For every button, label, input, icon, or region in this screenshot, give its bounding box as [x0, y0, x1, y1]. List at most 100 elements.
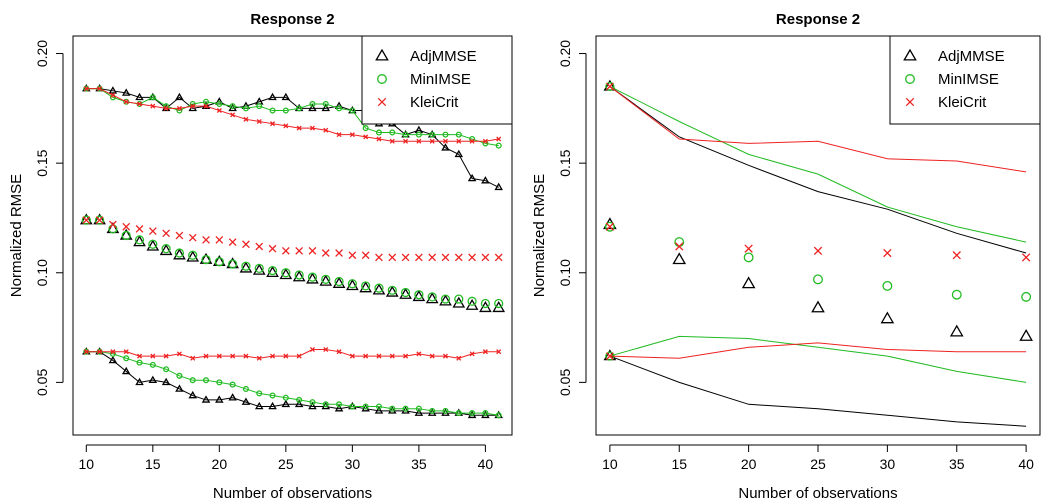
- panel-1-upper-kleicrit-point: [176, 105, 182, 111]
- panel-1-middle-kleicrit-point: [348, 251, 357, 260]
- panel-1-lower-kleicrit-point: [256, 355, 262, 361]
- panel-1-upper-minimse-point: [216, 100, 223, 107]
- panel-1-lower-kleicrit-point: [123, 349, 129, 355]
- panel-1-middle-minimse-point: [241, 261, 251, 271]
- panel-1-lower-kleicrit-point: [216, 353, 222, 359]
- panel-1-upper-kleicrit-point: [336, 132, 342, 138]
- panel-1-middle-minimse-point: [334, 276, 344, 287]
- panel-1-upper-minimse-point: [149, 94, 156, 101]
- panel-1-upper-adjmmse-point: [281, 92, 291, 101]
- panel-1-middle-kleicrit-series: [82, 216, 503, 262]
- panel-1-middle-kleicrit-point: [95, 216, 104, 225]
- panel-1-middle-kleicrit-point: [441, 253, 450, 262]
- panel-1-x-tick-label: 25: [278, 456, 294, 472]
- panel-1-lower-minimse-point: [362, 403, 369, 410]
- panel-1-upper-adjmmse-point: [108, 86, 118, 94]
- panel-1-upper-adjmmse-point: [268, 92, 277, 101]
- panel-2-middle-adjmmse-point: [811, 300, 825, 313]
- panel-1-lower-minimse-point: [429, 407, 436, 414]
- panel-1-middle-minimse-point: [347, 279, 357, 289]
- panel-1-middle-kleicrit-point: [468, 253, 476, 262]
- panel-1-lower-minimse-point: [216, 379, 223, 386]
- panel-1-middle-minimse-point: [254, 263, 264, 273]
- panel-1-upper-kleicrit-point: [363, 134, 369, 140]
- panel-1-upper-adjmmse-point: [441, 143, 450, 151]
- panel-1-middle-kleicrit-point: [361, 251, 370, 260]
- panel-1-upper-kleicrit-series: [83, 86, 502, 144]
- panel-1-upper-adjmmse-point: [308, 103, 317, 112]
- panel-1-upper-minimse-point: [349, 107, 356, 114]
- panel-1-upper-minimse-point: [269, 107, 276, 114]
- panel-2-middle-minimse-point: [674, 237, 685, 248]
- panel-1-middle-adjmmse-point: [319, 274, 333, 286]
- panel-2-x-tick-label: 30: [880, 456, 896, 472]
- panel-1-middle-kleicrit-point: [481, 253, 490, 262]
- panel-1-middle-kleicrit-point: [175, 231, 184, 240]
- panel-1-middle-adjmmse-point: [186, 250, 200, 262]
- panel-1-lower-adjmmse-point: [188, 390, 197, 399]
- panel-1-upper-kleicrit-point: [256, 118, 262, 125]
- panel-1-upper-adjmmse-point: [494, 182, 503, 191]
- panel-1-lower-kleicrit-point: [296, 353, 302, 359]
- panel-1-upper-kleicrit-point: [496, 136, 502, 142]
- panel-2-y-tick-label: 0.05: [557, 369, 573, 396]
- panel-1-y-tick-label: 0.15: [34, 149, 50, 176]
- panel-1-lower-adjmmse-point: [308, 401, 317, 410]
- panel-1-middle-kleicrit-point: [428, 253, 437, 262]
- panel-2-upper-minimse-series: [605, 81, 1027, 243]
- panel-1-legend: AdjMMSE MinIMSE KleiCrit: [361, 35, 513, 125]
- panel-1-middle-minimse-point: [321, 274, 331, 284]
- panel-1-lower-adjmmse-point: [374, 406, 384, 414]
- panel-1-legend-adjmmse-point: [375, 48, 389, 61]
- panel-2-legend-label-minimse: MinIMSE: [938, 71, 999, 88]
- panel-2-lower-adjmmse-line: [609, 355, 1027, 427]
- panel-1-lower-adjmmse-point: [108, 355, 118, 364]
- panel-1-middle-minimse-point: [161, 244, 171, 254]
- panel-1-upper-adjmmse-point: [175, 92, 184, 101]
- panel-1-middle-minimse-point: [361, 281, 371, 291]
- panel-1-lower-minimse-point: [229, 381, 236, 388]
- panel-1-middle-kleicrit-point: [321, 249, 330, 257]
- panel-1-middle-minimse-point: [267, 265, 278, 276]
- panel-1-lower-minimse-point: [256, 390, 263, 397]
- panel-1-middle-adjmmse-point: [292, 270, 306, 282]
- panel-1-middle-minimse-point: [454, 294, 464, 304]
- panel-1-upper-adjmmse-point: [481, 176, 490, 184]
- panel-1-upper-kleicrit-point: [123, 99, 129, 105]
- panel-1-lower-minimse-point: [296, 396, 303, 403]
- panel-2-middle-minimse-point: [604, 221, 615, 232]
- panel-2-middle-minimse-series: [604, 221, 1032, 302]
- panel-1-upper-kleicrit-point: [389, 138, 395, 144]
- panel-1-upper-kleicrit-point: [283, 123, 289, 129]
- panel-1-x-tick-label: 15: [145, 456, 161, 472]
- panel-1-lower-adjmmse-point: [215, 395, 224, 403]
- panel-1-upper-minimse-point: [309, 100, 316, 107]
- panel-1-lower-adjmmse-series: [82, 347, 503, 419]
- panel-1-lower-kleicrit-point: [323, 346, 329, 353]
- panel-1-lower-kleicrit-point: [496, 349, 502, 355]
- panel-1-y-tick-label: 0.20: [34, 40, 50, 67]
- panel-1-middle-adjmmse-point: [399, 287, 412, 299]
- panel-1-legend-label-minimse: MinIMSE: [410, 71, 471, 88]
- panel-2-x-tick-label: 20: [741, 456, 757, 472]
- panel-1-middle-minimse-point: [94, 215, 105, 225]
- panel-2-upper-minimse-point: [605, 81, 615, 92]
- panel-1-upper-minimse-point: [495, 142, 502, 149]
- panel-1-lower-kleicrit-point: [190, 355, 196, 361]
- panel-1-lower-kleicrit-point: [270, 353, 276, 359]
- panel-1-legend-kleicrit-point: [377, 97, 387, 107]
- panel-1-lower-kleicrit-point: [230, 353, 236, 359]
- panel-1-middle-kleicrit-point: [228, 238, 237, 246]
- panel-1-middle-adjmmse-point: [239, 261, 253, 273]
- panel-2-chart: Response 2 10 15 20 25 30 35 40 Number of observ…: [531, 11, 1041, 502]
- panel-2-lower-kleicrit-line: [609, 342, 1027, 359]
- panel-1-lower-minimse-point: [269, 392, 276, 399]
- panel-1-middle-minimse-point: [307, 272, 318, 282]
- panel-2-lower-kleicrit-series: [606, 342, 1027, 360]
- panel-1-middle-minimse-point: [467, 296, 477, 306]
- panel-1-middle-minimse-point: [174, 248, 185, 258]
- panel-2-upper-kleicrit-series: [606, 82, 1027, 173]
- panel-2-middle-adjmmse-point: [1019, 329, 1033, 341]
- panel-1-upper-minimse-point: [282, 107, 289, 114]
- panel-1-middle-adjmmse-point: [425, 292, 439, 304]
